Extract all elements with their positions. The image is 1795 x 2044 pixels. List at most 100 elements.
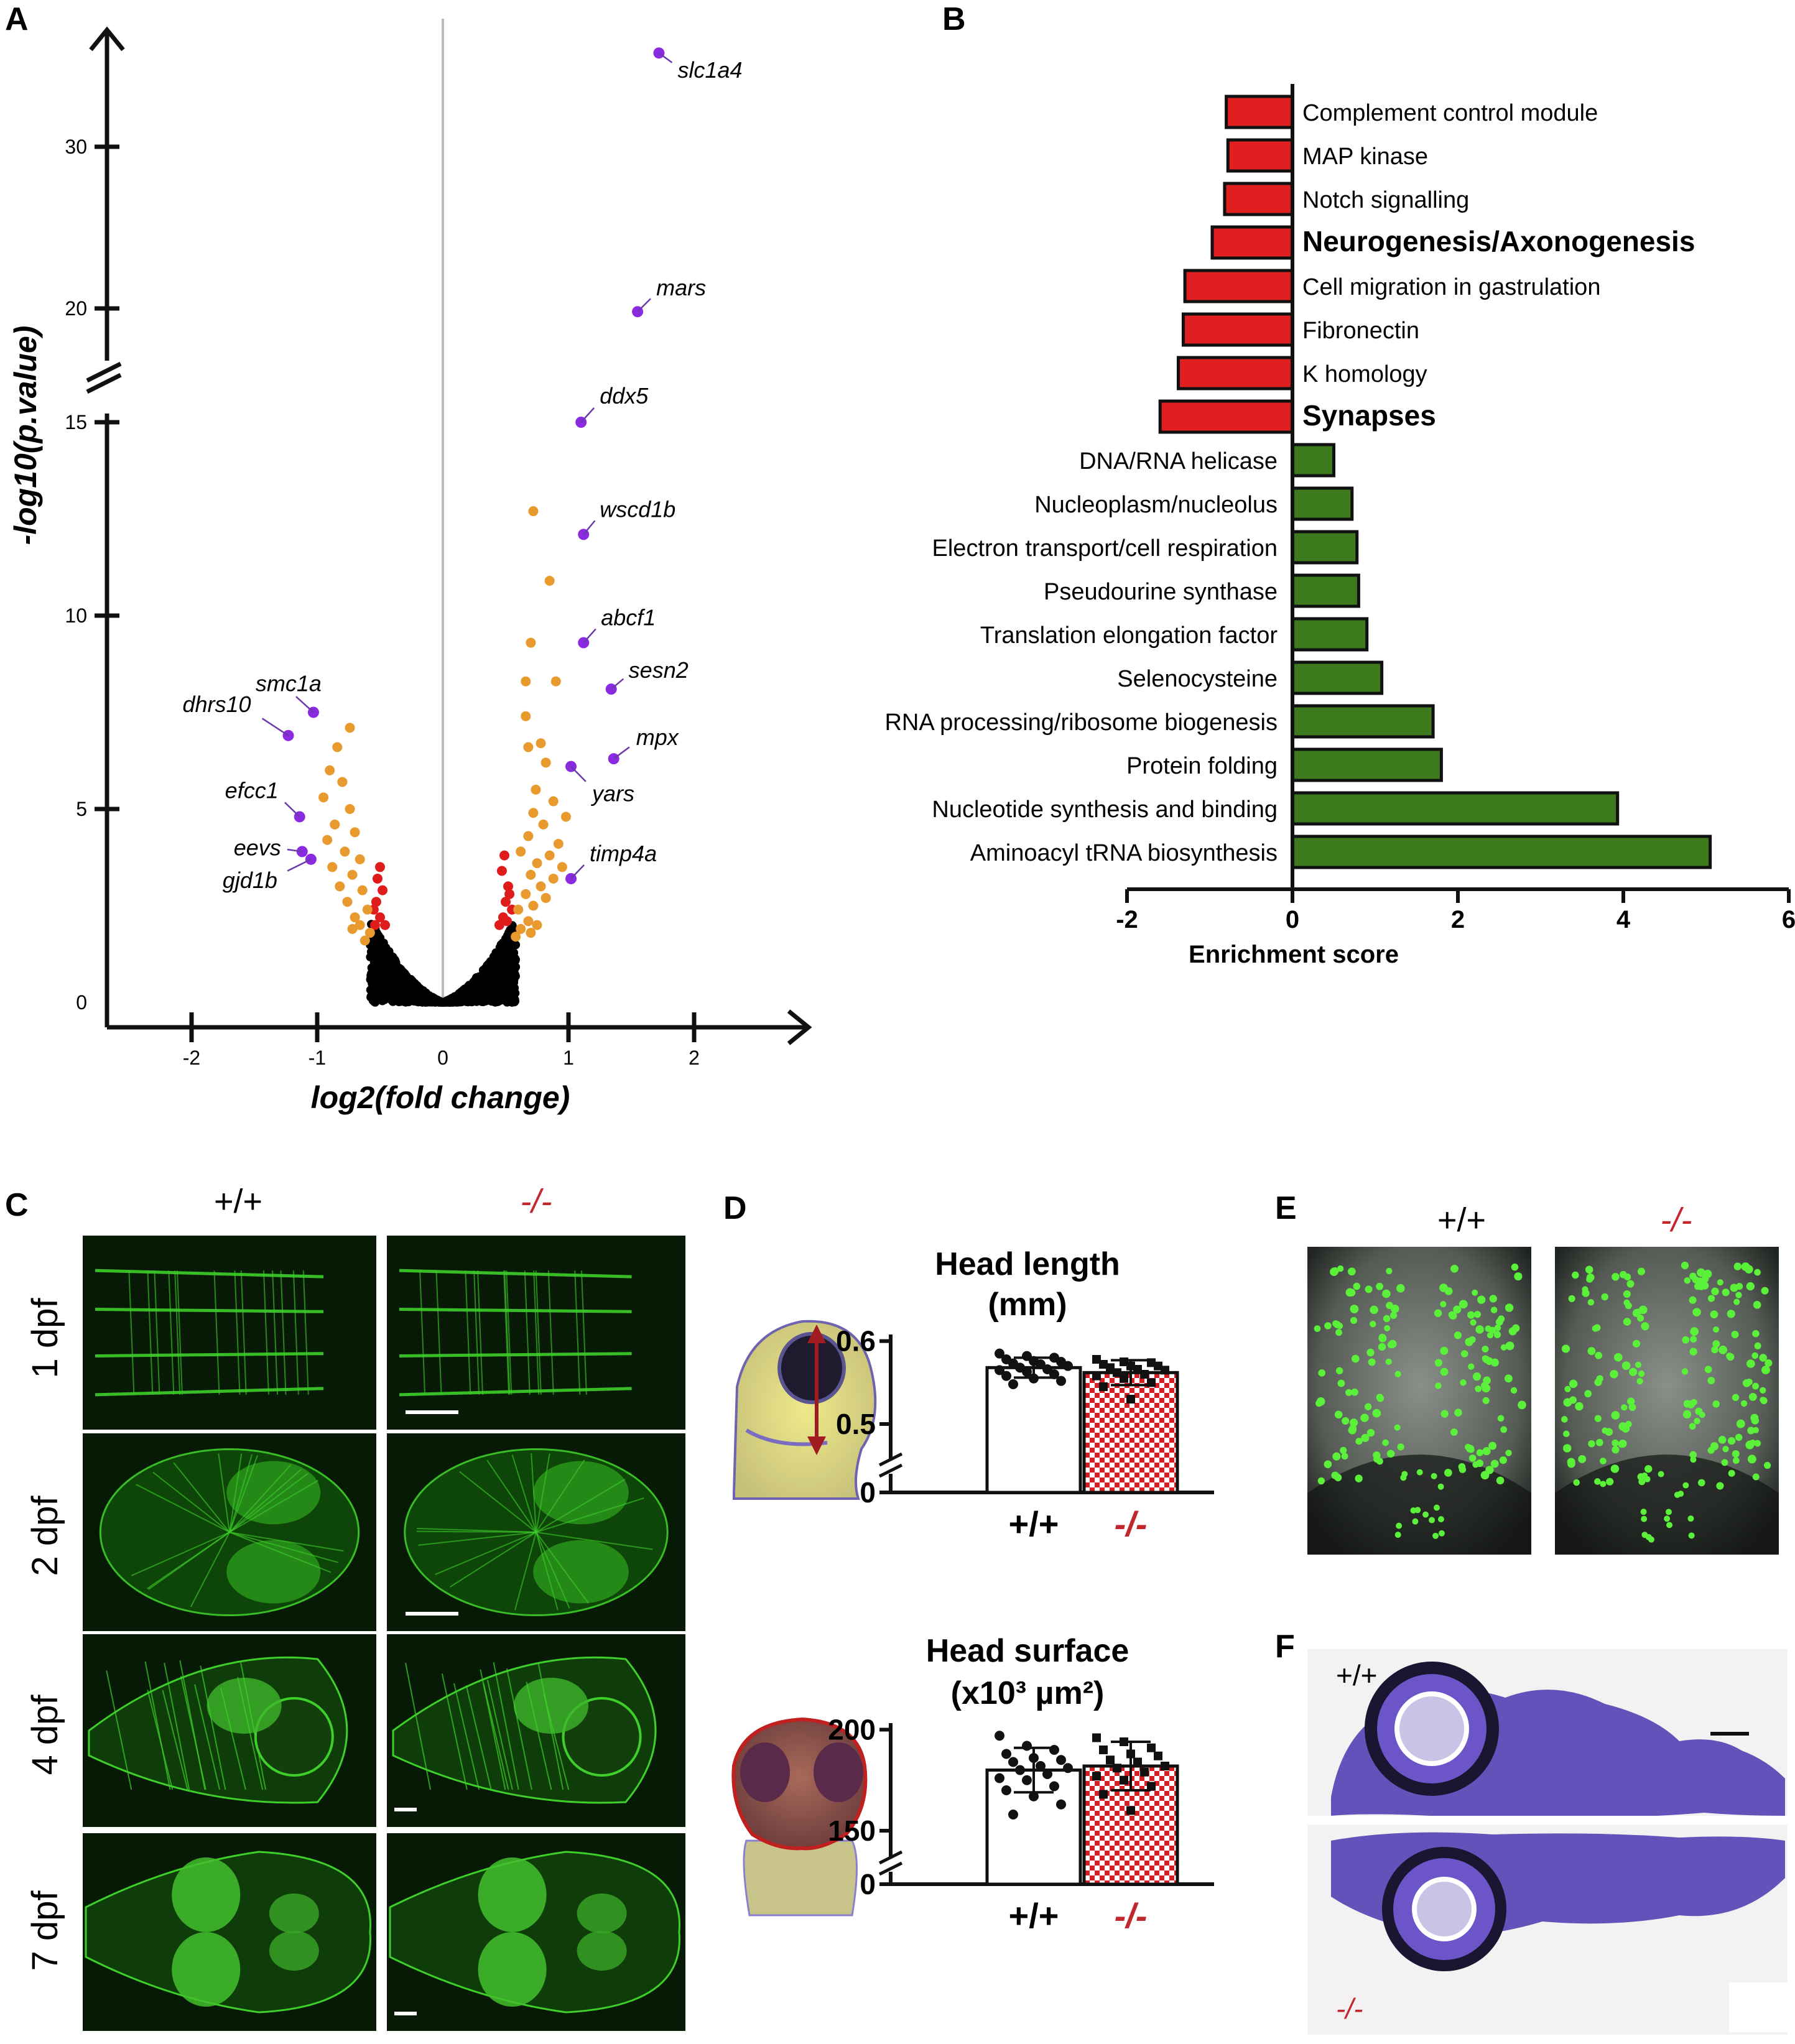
y-tick-label: 10 (65, 604, 87, 627)
enrichment-bar (1291, 791, 1620, 826)
nucleus (1564, 1385, 1571, 1392)
nucleus (1733, 1262, 1742, 1270)
neurite (229, 1469, 302, 1533)
neurite (162, 1690, 188, 1790)
data-point (1022, 1367, 1032, 1377)
nucleus (1333, 1321, 1341, 1329)
brain-region (478, 1932, 547, 2007)
point-fold-change (544, 576, 555, 586)
nucleus (1400, 1474, 1407, 1481)
larva-dorsal-image (731, 1691, 874, 1928)
head-length-title: Head length (935, 1246, 1120, 1282)
neurite (465, 1270, 471, 1395)
x-axis-arrow (787, 1009, 812, 1045)
nucleus (1689, 1296, 1697, 1304)
data-point (1147, 1378, 1156, 1387)
point-nonsignificant (484, 990, 493, 999)
point-fold-change (330, 819, 340, 830)
point-fold-change (528, 506, 539, 517)
point-fold-change (548, 796, 559, 807)
brain-region (269, 1931, 319, 1971)
enrichment-bar (1291, 486, 1354, 521)
nucleus (1383, 1315, 1391, 1323)
nucleus (1412, 1518, 1419, 1525)
neurite (449, 1532, 537, 1588)
nucleus (1595, 1438, 1603, 1446)
panel-letter-b: B (942, 1, 966, 37)
nucleus (1640, 1509, 1647, 1515)
volcano-axes (86, 19, 812, 1045)
gene-label: dhrs10 (182, 691, 251, 717)
enrichment-term: Notch signalling (1302, 187, 1469, 213)
data-point (1056, 1799, 1066, 1810)
nucleus (1567, 1458, 1575, 1466)
nucleus (1628, 1404, 1636, 1412)
nucleus (1334, 1474, 1342, 1482)
nucleus (1665, 1509, 1672, 1515)
nucleus (1487, 1332, 1494, 1339)
nucleus (1460, 1350, 1468, 1357)
nucleus (1641, 1532, 1648, 1538)
enrichment-term: Nucleotide synthesis and binding (932, 797, 1278, 823)
nucleus (1569, 1379, 1578, 1389)
nucleus (1619, 1270, 1627, 1279)
enrichment-term: Neurogenesis/Axonogenesis (1302, 225, 1695, 257)
nucleus (1450, 1264, 1459, 1273)
neurite (229, 1532, 344, 1552)
nucleus (1348, 1267, 1356, 1276)
enrichment-bar (1226, 138, 1294, 173)
nucleus (1351, 1388, 1358, 1396)
neurite (173, 1462, 230, 1533)
enrichment-tick-label: 0 (1286, 906, 1299, 933)
neurite (229, 1453, 243, 1533)
nucleus (1704, 1366, 1712, 1374)
nucleus (1444, 1468, 1452, 1477)
nucleus (1745, 1440, 1755, 1450)
nucleus (1736, 1419, 1745, 1428)
nucleus (1465, 1443, 1472, 1451)
data-point (1092, 1371, 1101, 1380)
nucleus (1366, 1348, 1375, 1357)
point-nonsignificant (484, 983, 493, 992)
neurite (514, 1532, 537, 1611)
gfp-image (83, 1236, 376, 1430)
volcano-points (282, 47, 665, 1007)
histology-image (1307, 1649, 1788, 2035)
point-fold-change (523, 916, 534, 927)
nucleus (1386, 1450, 1395, 1458)
genotype-mut-label: -/- (1661, 1201, 1692, 1239)
neurite (473, 1270, 480, 1395)
data-point (1140, 1370, 1149, 1379)
data-point (995, 1731, 1004, 1741)
nucleus (1384, 1325, 1391, 1331)
y-tick-label: 150 (828, 1815, 876, 1847)
nucleus (1440, 1301, 1447, 1308)
nucleus (1747, 1427, 1755, 1435)
neurite (164, 1662, 190, 1790)
point-nonsignificant (409, 992, 418, 1002)
data-point (1120, 1737, 1128, 1746)
nucleus (1465, 1338, 1473, 1346)
gene-label: ddx5 (600, 383, 649, 409)
gene-label: abcf1 (601, 605, 656, 631)
enrichment-tick-label: 2 (1451, 906, 1465, 933)
data-point (1126, 1361, 1135, 1371)
nucleus (1752, 1330, 1760, 1338)
point-fold-change (345, 723, 355, 733)
label-leader (287, 848, 302, 853)
nucleus (1490, 1358, 1499, 1367)
nucleus (1585, 1265, 1593, 1274)
neurite (477, 1270, 484, 1395)
mean-bar (1082, 1371, 1179, 1494)
neurite (220, 1687, 246, 1790)
y-tick-label: 0.6 (836, 1325, 876, 1357)
nucleus (1716, 1482, 1724, 1490)
nucleus (1342, 1417, 1350, 1425)
gene-label: eevs (234, 835, 281, 860)
enrichment-bar (1181, 312, 1294, 347)
neurite (535, 1270, 542, 1395)
nucleus (1754, 1342, 1761, 1349)
nucleus (1386, 1267, 1393, 1275)
nucleus (1448, 1311, 1455, 1319)
nucleus (1490, 1459, 1499, 1468)
